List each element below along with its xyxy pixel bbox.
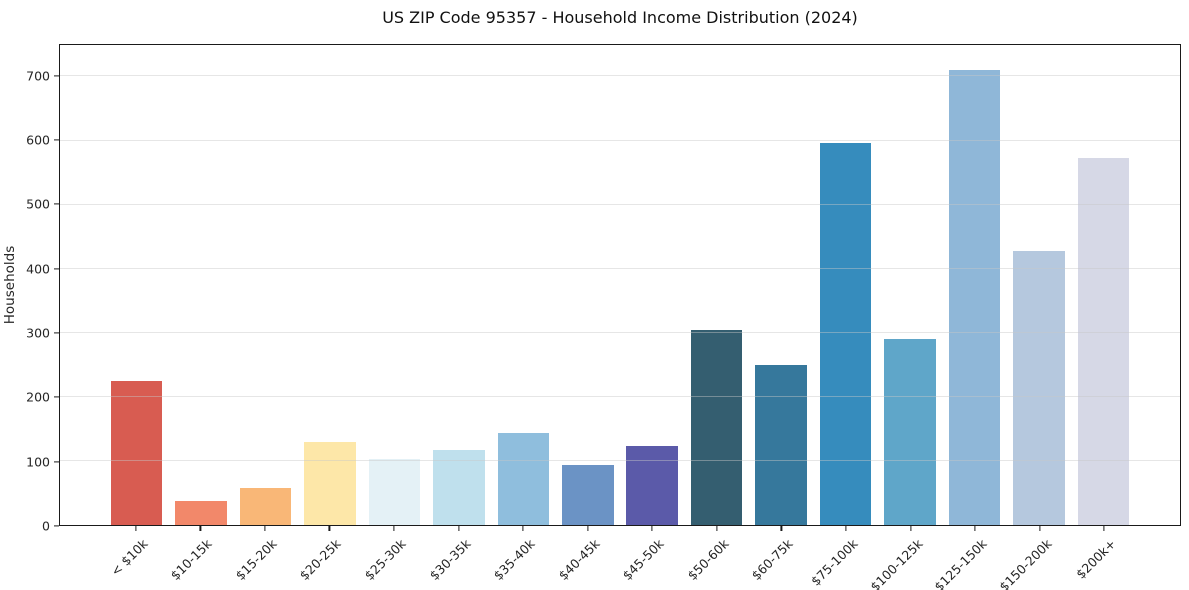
x-tick-mark: [587, 526, 589, 531]
bar: [368, 459, 421, 525]
x-tick-mark: [199, 526, 201, 531]
x-tick-mark: [1103, 526, 1105, 531]
x-tick-mark: [651, 526, 653, 531]
y-tick-mark: [54, 525, 59, 527]
chart-title: US ZIP Code 95357 - Household Income Dis…: [382, 8, 858, 27]
y-tick-label: 400: [26, 261, 50, 277]
y-tick-label: 500: [26, 196, 50, 212]
x-tick-label: $35-40k: [490, 536, 538, 584]
y-tick-label: 100: [26, 454, 50, 470]
x-tick-mark: [909, 526, 912, 531]
bar: [755, 364, 807, 525]
x-tick-mark: [845, 526, 847, 531]
x-tick-mark: [328, 526, 331, 531]
y-tick-mark: [54, 74, 59, 77]
bar: [175, 500, 227, 525]
bar: [1013, 251, 1065, 525]
bars-layer: [60, 45, 1180, 525]
x-tick-mark: [522, 526, 524, 531]
y-tick-mark: [54, 267, 59, 270]
x-tick-mark: [974, 526, 976, 531]
y-tick-mark: [54, 332, 59, 334]
x-tick-label: $20-25k: [297, 536, 345, 584]
bar: [1077, 157, 1130, 525]
x-tick-label: $30-35k: [426, 536, 474, 584]
bar: [304, 441, 356, 525]
y-tick-label: 600: [26, 132, 50, 148]
bar: [110, 380, 163, 525]
bar: [690, 329, 743, 525]
x-tick-label: $150-200k: [995, 536, 1055, 590]
x-tick-mark: [716, 526, 718, 531]
y-tick-mark: [54, 139, 59, 141]
y-tick-label: 200: [26, 389, 50, 405]
plot-area: [59, 44, 1181, 526]
x-tick-mark: [393, 526, 395, 531]
y-axis-label: Households: [2, 245, 18, 325]
bar: [239, 488, 292, 525]
x-tick-label: $75-100k: [807, 536, 861, 589]
x-tick-label: $60-75k: [748, 536, 796, 584]
x-tick-label: $15-20k: [232, 536, 280, 584]
bar: [433, 450, 485, 525]
x-tick-label: $25-30k: [361, 536, 409, 584]
x-tick-mark: [458, 526, 460, 531]
x-tick-label: $10-15k: [167, 536, 215, 584]
bar: [626, 445, 678, 525]
bar: [497, 432, 550, 525]
y-tick-label: 300: [26, 325, 50, 341]
x-tick-mark: [780, 526, 782, 531]
x-tick-label: $200k+: [1073, 536, 1119, 582]
bar: [819, 143, 872, 525]
x-tick-mark: [264, 526, 266, 531]
y-tick-mark: [54, 203, 59, 205]
y-tick-label: 0: [42, 518, 50, 534]
x-tick-label: < $10k: [107, 536, 151, 579]
bar: [884, 339, 936, 525]
x-tick-label: $45-50k: [619, 536, 667, 584]
x-tick-mark: [135, 526, 137, 531]
x-tick-mark: [1039, 526, 1041, 531]
y-tick-label: 700: [26, 68, 50, 84]
y-tick-mark: [54, 461, 59, 463]
y-tick-mark: [54, 396, 59, 398]
x-tick-label: $50-60k: [684, 536, 732, 584]
bar: [948, 70, 1001, 525]
x-tick-label: $100-125k: [866, 536, 926, 590]
x-tick-label: $40-45k: [555, 536, 603, 584]
bar: [562, 465, 614, 525]
x-tick-label: $125-150k: [931, 536, 990, 590]
